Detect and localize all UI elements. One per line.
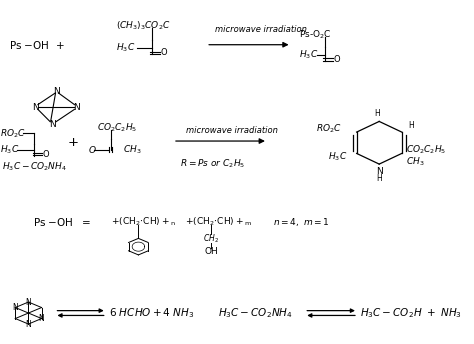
- Text: Ps $-$OH  $=$: Ps $-$OH $=$: [33, 216, 91, 228]
- Text: N: N: [26, 320, 31, 329]
- Text: $CH_3$: $CH_3$: [406, 156, 424, 168]
- Text: $R = Ps\ or\ C_2H_5$: $R = Ps\ or\ C_2H_5$: [180, 157, 246, 170]
- Text: N: N: [32, 103, 39, 112]
- Text: $(CH_3)_3CO_2C$: $(CH_3)_3CO_2C$: [116, 20, 171, 32]
- Text: $6\ HCHO + 4\ NH_3$: $6\ HCHO + 4\ NH_3$: [109, 306, 194, 320]
- Text: H: H: [376, 174, 382, 183]
- Text: Ps-O$_2$C: Ps-O$_2$C: [299, 28, 331, 41]
- Text: $O$: $O$: [88, 144, 96, 155]
- Text: O: O: [333, 55, 340, 64]
- Text: $CO_2C_2H_5$: $CO_2C_2H_5$: [406, 144, 446, 156]
- Text: $n = 4,\ m = 1$: $n = 4,\ m = 1$: [273, 216, 329, 228]
- Text: $RO_2C$: $RO_2C$: [316, 122, 342, 135]
- Text: O: O: [43, 150, 49, 159]
- Text: $\mathsf{+(CH_2 \!\cdot\! CH)+_n}$: $\mathsf{+(CH_2 \!\cdot\! CH)+_n}$: [111, 216, 177, 228]
- Text: $H_3C$: $H_3C$: [299, 49, 318, 61]
- Text: microwave irradiation: microwave irradiation: [186, 126, 278, 135]
- Text: $H_3C$: $H_3C$: [328, 151, 347, 163]
- Text: $H_3C-CO_2NH_4$: $H_3C-CO_2NH_4$: [2, 161, 67, 173]
- Text: $H_3C-CO_2H\ +\ NH_3$: $H_3C-CO_2H\ +\ NH_3$: [360, 306, 462, 320]
- Text: O: O: [160, 49, 167, 57]
- Text: $H_3C-CO_2NH_4$: $H_3C-CO_2NH_4$: [218, 306, 293, 320]
- Text: N: N: [39, 314, 45, 323]
- Text: H: H: [409, 121, 414, 130]
- Text: +: +: [68, 136, 79, 149]
- Text: N: N: [54, 87, 60, 96]
- Text: $RO_2C$: $RO_2C$: [0, 128, 26, 140]
- Text: $CH_2$: $CH_2$: [203, 232, 219, 245]
- Text: $H_3C$: $H_3C$: [0, 143, 19, 156]
- Text: N: N: [49, 120, 55, 129]
- Text: $CO_2C_2H_5$: $CO_2C_2H_5$: [97, 121, 137, 133]
- Text: $\mathsf{+(CH_2 \!\cdot\! CH)+_m}$: $\mathsf{+(CH_2 \!\cdot\! CH)+_m}$: [185, 216, 252, 228]
- Text: N: N: [26, 298, 31, 307]
- Text: microwave irradiation: microwave irradiation: [215, 25, 307, 34]
- Text: N: N: [73, 103, 80, 112]
- Text: N: N: [12, 303, 18, 312]
- Text: $CH_3$: $CH_3$: [123, 143, 142, 156]
- Text: Ps $-$OH  +: Ps $-$OH +: [9, 39, 65, 51]
- Text: $H_3C$: $H_3C$: [116, 42, 136, 54]
- Text: H: H: [374, 109, 380, 118]
- Text: OH: OH: [204, 247, 218, 256]
- Text: N: N: [376, 167, 383, 176]
